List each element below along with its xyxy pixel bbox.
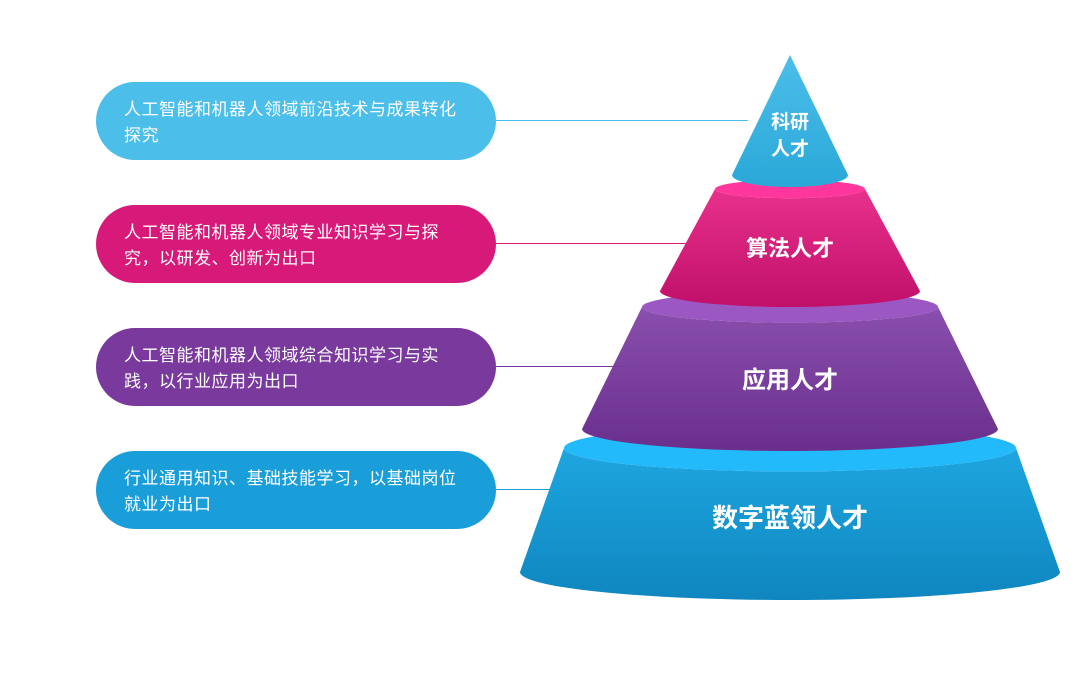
desc-text-bluecollar: 行业通用知识、基础技能学习，以基础岗位就业为出口 [124, 464, 468, 517]
desc-text-application: 人工智能和机器人领域综合知识学习与实践，以行业应用为出口 [124, 341, 468, 394]
connector-line-3 [496, 366, 624, 367]
infographic-stage: 人工智能和机器人领域前沿技术与成果转化探究 人工智能和机器人领域专业知识学习与探… [0, 0, 1080, 679]
desc-box-bluecollar: 行业通用知识、基础技能学习，以基础岗位就业为出口 [96, 451, 496, 529]
connector-line-4 [496, 489, 556, 490]
desc-box-research: 人工智能和机器人领域前沿技术与成果转化探究 [96, 82, 496, 160]
connector-line-1 [496, 120, 748, 121]
connector-line-2 [496, 243, 686, 244]
pyramid-label-research: 科研人才 [771, 107, 809, 161]
desc-text-research: 人工智能和机器人领域前沿技术与成果转化探究 [124, 95, 468, 148]
pyramid-label-algorithm: 算法人才 [746, 231, 834, 263]
pyramid-label-bluecollar: 数字蓝领人才 [712, 498, 868, 535]
desc-box-application: 人工智能和机器人领域综合知识学习与实践，以行业应用为出口 [96, 328, 496, 406]
pyramid-label-application: 应用人才 [742, 360, 838, 395]
desc-box-algorithm: 人工智能和机器人领域专业知识学习与探究，以研发、创新为出口 [96, 205, 496, 283]
desc-text-algorithm: 人工智能和机器人领域专业知识学习与探究，以研发、创新为出口 [124, 218, 468, 271]
